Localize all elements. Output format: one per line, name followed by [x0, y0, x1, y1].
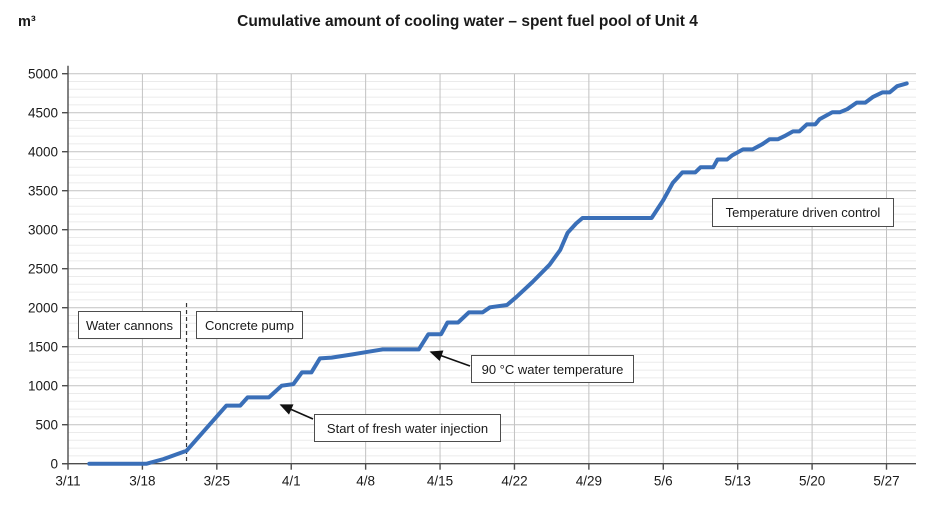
y-tick-label: 1000 [28, 379, 58, 394]
tick-marks [62, 72, 888, 470]
x-tick-label: 4/15 [427, 474, 453, 489]
annotation-water-cannons: Water cannons [78, 311, 181, 339]
arrow-fresh-water-injection [279, 404, 314, 420]
x-tick-label: 3/25 [204, 474, 230, 489]
annotation-temperature-driven-control: Temperature driven control [712, 198, 894, 227]
annotation-arrows [279, 350, 471, 420]
x-tick-label: 4/29 [576, 474, 602, 489]
y-tick-label: 500 [35, 418, 58, 433]
y-tick-label: 2500 [28, 262, 58, 277]
series-line [87, 81, 909, 466]
y-tick-label: 1500 [28, 340, 58, 355]
y-tick-label: 4000 [28, 145, 58, 160]
x-tick-label: 5/27 [873, 474, 899, 489]
annotation-concrete-pump: Concrete pump [196, 311, 303, 339]
x-tick-label: 3/18 [129, 474, 155, 489]
y-tick-label: 0 [50, 457, 58, 472]
y-tick-label: 5000 [28, 67, 58, 82]
x-tick-label: 3/11 [55, 474, 80, 489]
x-tick-label: 4/1 [282, 474, 301, 489]
y-tick-label: 4500 [28, 106, 58, 121]
axes [62, 65, 916, 465]
x-tick-label: 5/20 [799, 474, 825, 489]
page-title: Cumulative amount of cooling water – spe… [237, 13, 698, 30]
x-tick-label: 5/6 [654, 474, 673, 489]
annotation-water-temperature-90c: 90 °C water temperature [471, 355, 634, 383]
y-axis-unit-label: m³ [18, 14, 36, 30]
y-tick-label: 2000 [28, 301, 58, 316]
y-tick-label: 3500 [28, 184, 58, 199]
x-tick-label: 4/22 [501, 474, 527, 489]
arrow-water-temperature-90c [429, 350, 471, 367]
cooling-water-line [87, 81, 909, 466]
x-tick-label: 5/13 [725, 474, 751, 489]
y-tick-label: 3000 [28, 223, 58, 238]
annotation-fresh-water-injection: Start of fresh water injection [314, 414, 501, 442]
x-tick-label: 4/8 [356, 474, 375, 489]
tick-labels: 0 500 1000 1500 2000 2500 3000 3500 4000 4500 5000… [28, 67, 900, 489]
